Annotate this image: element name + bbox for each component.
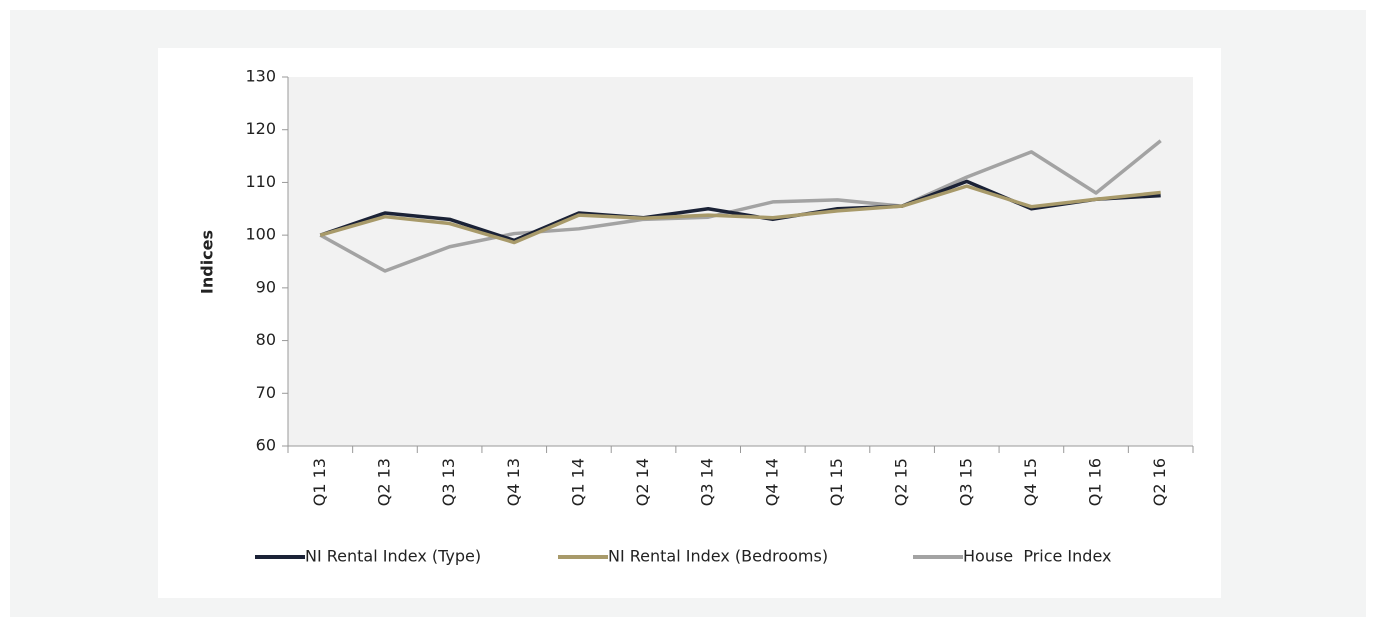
x-tick-label: Q1 13 (310, 458, 329, 506)
x-tick-label: Q1 14 (568, 458, 587, 506)
legend-label: NI Rental Index (Type) (305, 547, 481, 566)
x-tick-label: Q1 15 (827, 458, 846, 506)
x-tick-label: Q3 14 (698, 458, 717, 506)
x-tick-label: Q1 16 (1086, 458, 1105, 506)
y-tick-label: 120 (245, 119, 276, 138)
y-tick-label: 70 (256, 383, 276, 402)
legend-label: House Price Index (963, 547, 1111, 566)
y-tick-label: 130 (245, 67, 276, 86)
y-axis-label: Indices (198, 230, 217, 294)
y-tick-label: 100 (245, 225, 276, 244)
series-line (319, 184, 1161, 245)
x-tick-label: Q3 15 (956, 458, 975, 506)
x-tick-label: Q4 15 (1021, 458, 1040, 506)
legend-label: NI Rental Index (Bedrooms) (608, 547, 828, 566)
x-tick-label: Q2 16 (1150, 458, 1169, 506)
plot-area (288, 77, 1193, 446)
y-tick-label: 90 (256, 277, 276, 296)
x-tick-label: Q2 14 (633, 458, 652, 506)
x-tick-label: Q4 13 (504, 458, 523, 506)
x-tick-label: Q3 13 (439, 458, 458, 506)
y-tick-label: 80 (256, 330, 276, 349)
x-tick-label: Q4 14 (762, 458, 781, 506)
x-tick-label: Q2 15 (892, 458, 911, 506)
y-tick-label: 60 (256, 436, 276, 455)
y-tick-label: 110 (245, 172, 276, 191)
series-line (319, 139, 1162, 273)
x-tick-label: Q2 13 (374, 458, 393, 506)
